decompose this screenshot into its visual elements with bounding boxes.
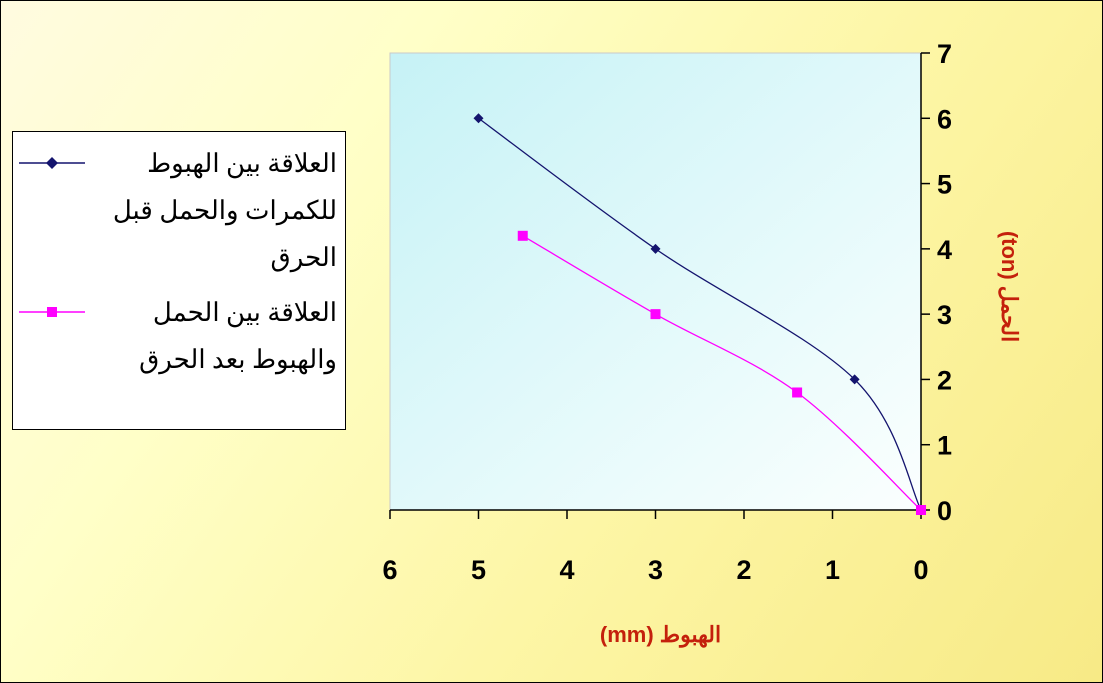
x-tick-label: 4 (559, 555, 574, 585)
data-point-square (792, 387, 803, 398)
chart-legend: العلاقة بين الهبوط للكمرات والحمل قبل ال… (12, 131, 346, 430)
y-tick-label: 3 (937, 300, 952, 330)
legend-symbol-square (19, 307, 85, 317)
y-axis-title: الحمل (ton) (997, 231, 1022, 342)
data-point-diamond (473, 113, 484, 124)
x-tick-label: 3 (648, 555, 663, 585)
data-point-square (650, 309, 661, 320)
x-tick-label: 5 (471, 555, 486, 585)
plot-area (389, 52, 922, 511)
legend-label-before-fire: العلاقة بين الهبوط للكمرات والحمل قبل ال… (112, 149, 337, 272)
series-line-2 (522, 235, 922, 511)
x-tick-label: 6 (382, 555, 397, 585)
y-tick-label: 2 (937, 365, 952, 395)
data-point-diamond (650, 243, 661, 254)
y-tick-label: 0 (937, 496, 952, 526)
legend-symbol-diamond (19, 157, 85, 169)
y-tick-label: 6 (937, 104, 952, 134)
y-tick-label: 1 (937, 431, 952, 461)
data-point-diamond (849, 374, 860, 385)
y-tick-label: 5 (937, 170, 952, 200)
data-point-square (916, 505, 926, 515)
x-axis-title: الهبوط (mm) (600, 622, 721, 648)
x-tick-label: 0 (913, 555, 928, 585)
y-tick-label: 4 (937, 235, 952, 265)
legend-label-after-fire: العلاقة بين الحمل والهبوط بعد الحرق (139, 298, 337, 374)
series-line-1 (478, 117, 922, 511)
x-tick-label: 2 (736, 555, 751, 585)
x-tick-label: 1 (825, 555, 840, 585)
y-tick-label: 7 (937, 39, 952, 69)
data-point-square (517, 230, 528, 241)
